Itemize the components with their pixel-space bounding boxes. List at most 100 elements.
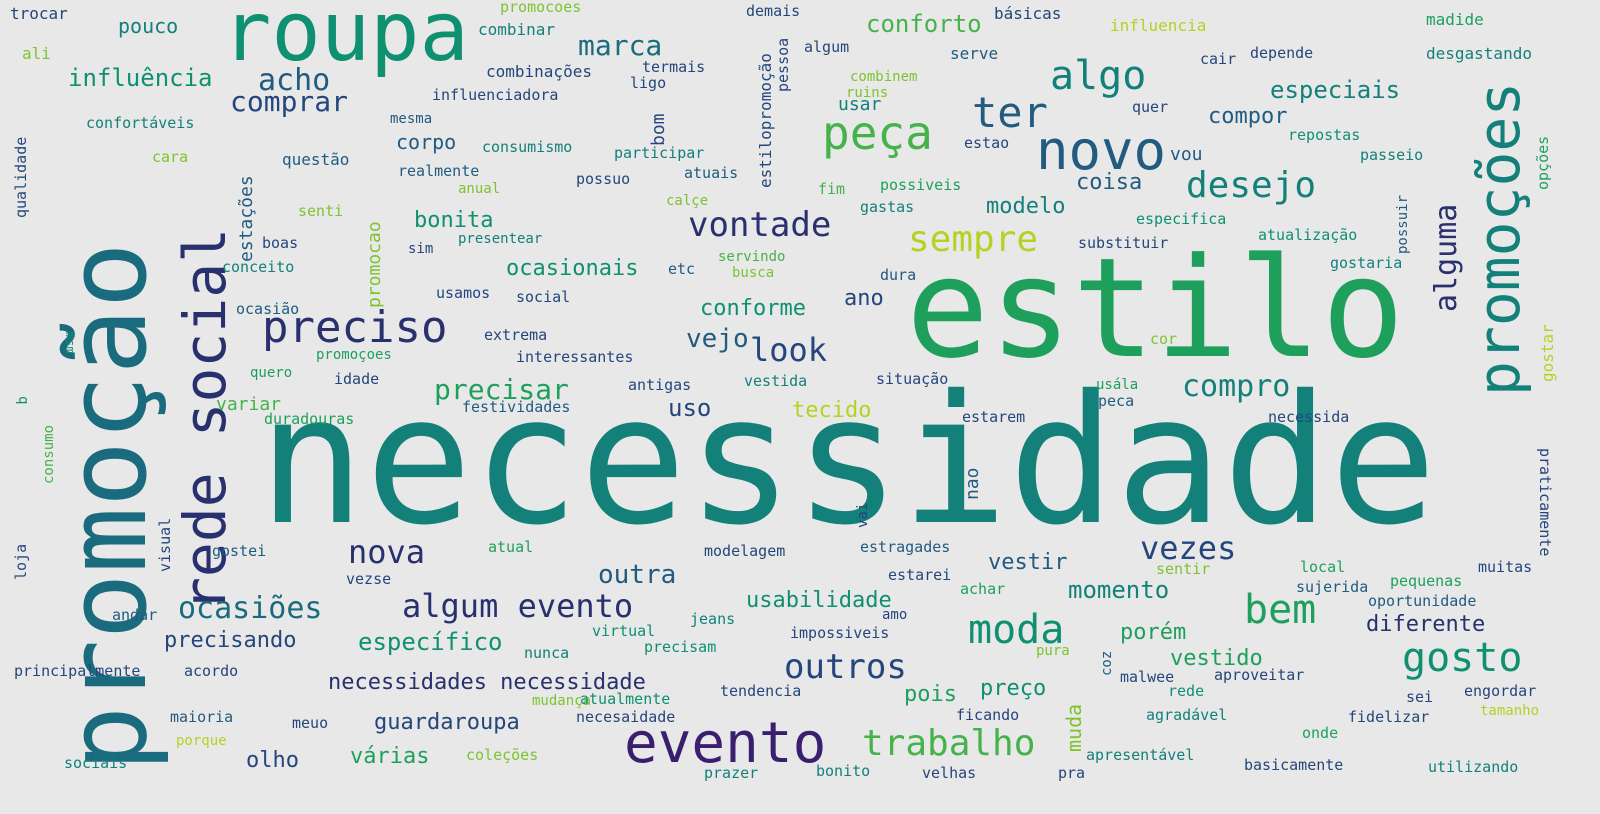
word-influencia-2: influencia xyxy=(1110,16,1207,35)
word-precisando: precisando xyxy=(164,628,297,653)
word-outros: outros xyxy=(784,647,907,687)
word-tendencia: tendencia xyxy=(720,682,802,700)
word-praticamente: praticamente xyxy=(1536,448,1554,557)
word-alguma: alguma xyxy=(1429,203,1464,312)
word-promocoes: promoções xyxy=(1465,81,1533,396)
word-gastas: gastas xyxy=(860,198,915,216)
word-influencia: influência xyxy=(68,64,213,92)
word-maioria: maioria xyxy=(170,708,234,726)
word-loja: loja xyxy=(12,543,30,580)
word-mudanca: mudança xyxy=(532,693,592,709)
word-novo: novo xyxy=(1036,119,1167,182)
word-fim: fim xyxy=(818,180,846,198)
word-nunca: nunca xyxy=(524,644,570,662)
word-andar: andar xyxy=(112,606,158,624)
word-porem: porém xyxy=(1120,620,1187,645)
word-ter: ter xyxy=(972,88,1048,137)
word-olho: olho xyxy=(246,748,299,773)
word-pessoa: pessoa xyxy=(774,37,792,92)
word-vontade: vontade xyxy=(688,205,832,245)
word-opcoes: opções xyxy=(1534,135,1552,190)
word-comprar: comprar xyxy=(230,85,349,118)
word-festividades: festividades xyxy=(462,398,571,416)
word-vai: vai xyxy=(855,502,871,528)
word-pura: pura xyxy=(1036,643,1070,659)
word-ficando: ficando xyxy=(956,706,1020,724)
word-combinacoes: combinações xyxy=(486,62,592,81)
word-participar: participar xyxy=(614,144,705,162)
word-sempre: sempre xyxy=(908,219,1039,260)
word-promocao-2: promocao xyxy=(364,221,385,308)
word-coisa: coisa xyxy=(1076,170,1143,195)
word-depende: depende xyxy=(1250,44,1314,62)
word-guardaroupa: guardaroupa xyxy=(374,710,520,735)
word-ligo: ligo xyxy=(630,74,667,92)
word-busca: busca xyxy=(732,265,775,281)
word-agradavel: agradável xyxy=(1146,706,1228,724)
word-combinem: combinem xyxy=(850,69,918,85)
word-situacao: situação xyxy=(876,370,949,388)
word-marca: marca xyxy=(578,29,663,62)
word-estao: estao xyxy=(964,134,1010,152)
word-aproveitar: aproveitar xyxy=(1214,666,1305,684)
word-utilizando: utilizando xyxy=(1428,758,1519,776)
word-compro: compro xyxy=(1182,369,1291,404)
word-estilopromocao: estilopromoção xyxy=(756,53,775,188)
word-ocasioes: ocasiões xyxy=(178,591,323,626)
word-preco: preço xyxy=(980,676,1047,701)
word-variar: variar xyxy=(216,394,282,415)
word-cara: cara xyxy=(152,148,189,166)
word-vou: vou xyxy=(1170,144,1203,165)
word-possuir: possuir xyxy=(1395,194,1411,254)
word-colecoes: coleções xyxy=(466,746,539,764)
word-antigas: antigas xyxy=(628,376,692,394)
word-peca: peça xyxy=(822,106,933,160)
word-msm: msm xyxy=(63,332,77,354)
word-velhas: velhas xyxy=(922,764,977,782)
word-evento: evento xyxy=(624,711,827,776)
word-estacoes: estações xyxy=(236,175,257,262)
word-prazer: prazer xyxy=(704,764,759,782)
word-look: look xyxy=(750,331,828,369)
word-basicamente: basicamente xyxy=(1244,756,1344,774)
word-especifico: específico xyxy=(358,628,503,656)
word-principalmente: principalmente xyxy=(14,662,141,680)
word-conforto: conforto xyxy=(866,10,982,38)
word-trocar: trocar xyxy=(10,4,68,23)
word-porque: porque xyxy=(176,733,227,749)
word-atual: atual xyxy=(488,538,534,556)
word-consumo: consumo xyxy=(41,424,57,484)
word-local: local xyxy=(1300,558,1346,576)
word-diferente: diferente xyxy=(1366,612,1486,637)
word-duradouras: duradouras xyxy=(264,410,355,428)
word-meuo: meuo xyxy=(292,714,329,732)
word-vestido: vestido xyxy=(1170,646,1263,671)
word-gosto: gosto xyxy=(1402,635,1523,681)
word-q: q xyxy=(15,396,31,405)
word-sim: sim xyxy=(408,241,434,257)
word-quer: quer xyxy=(1132,98,1169,116)
word-interessantes: interessantes xyxy=(516,348,634,366)
word-dura: dura xyxy=(880,266,917,284)
word-momento: momento xyxy=(1068,576,1170,604)
word-vestir: vestir xyxy=(988,550,1068,575)
word-precisar: precisar xyxy=(434,373,569,406)
word-sei: sei xyxy=(1406,688,1434,706)
word-virtual: virtual xyxy=(592,622,656,640)
word-varias: várias xyxy=(350,744,430,769)
word-etc: etc xyxy=(668,260,696,278)
word-conforme: conforme xyxy=(700,296,806,321)
word-compor: compor xyxy=(1208,104,1288,129)
word-basicas: básicas xyxy=(994,4,1062,23)
word-cor: cor xyxy=(1150,330,1178,348)
word-tamanho: tamanho xyxy=(1480,703,1540,719)
word-uso: uso xyxy=(668,394,712,422)
word-especifica: especifica xyxy=(1136,210,1227,228)
word-consumismo: consumismo xyxy=(482,138,573,156)
word-pra: pra xyxy=(1058,764,1086,782)
word-ocasionais: ocasionais xyxy=(506,256,639,281)
word-boas: boas xyxy=(262,234,299,252)
word-senti: senti xyxy=(298,202,344,220)
word-acho: acho xyxy=(258,63,331,98)
